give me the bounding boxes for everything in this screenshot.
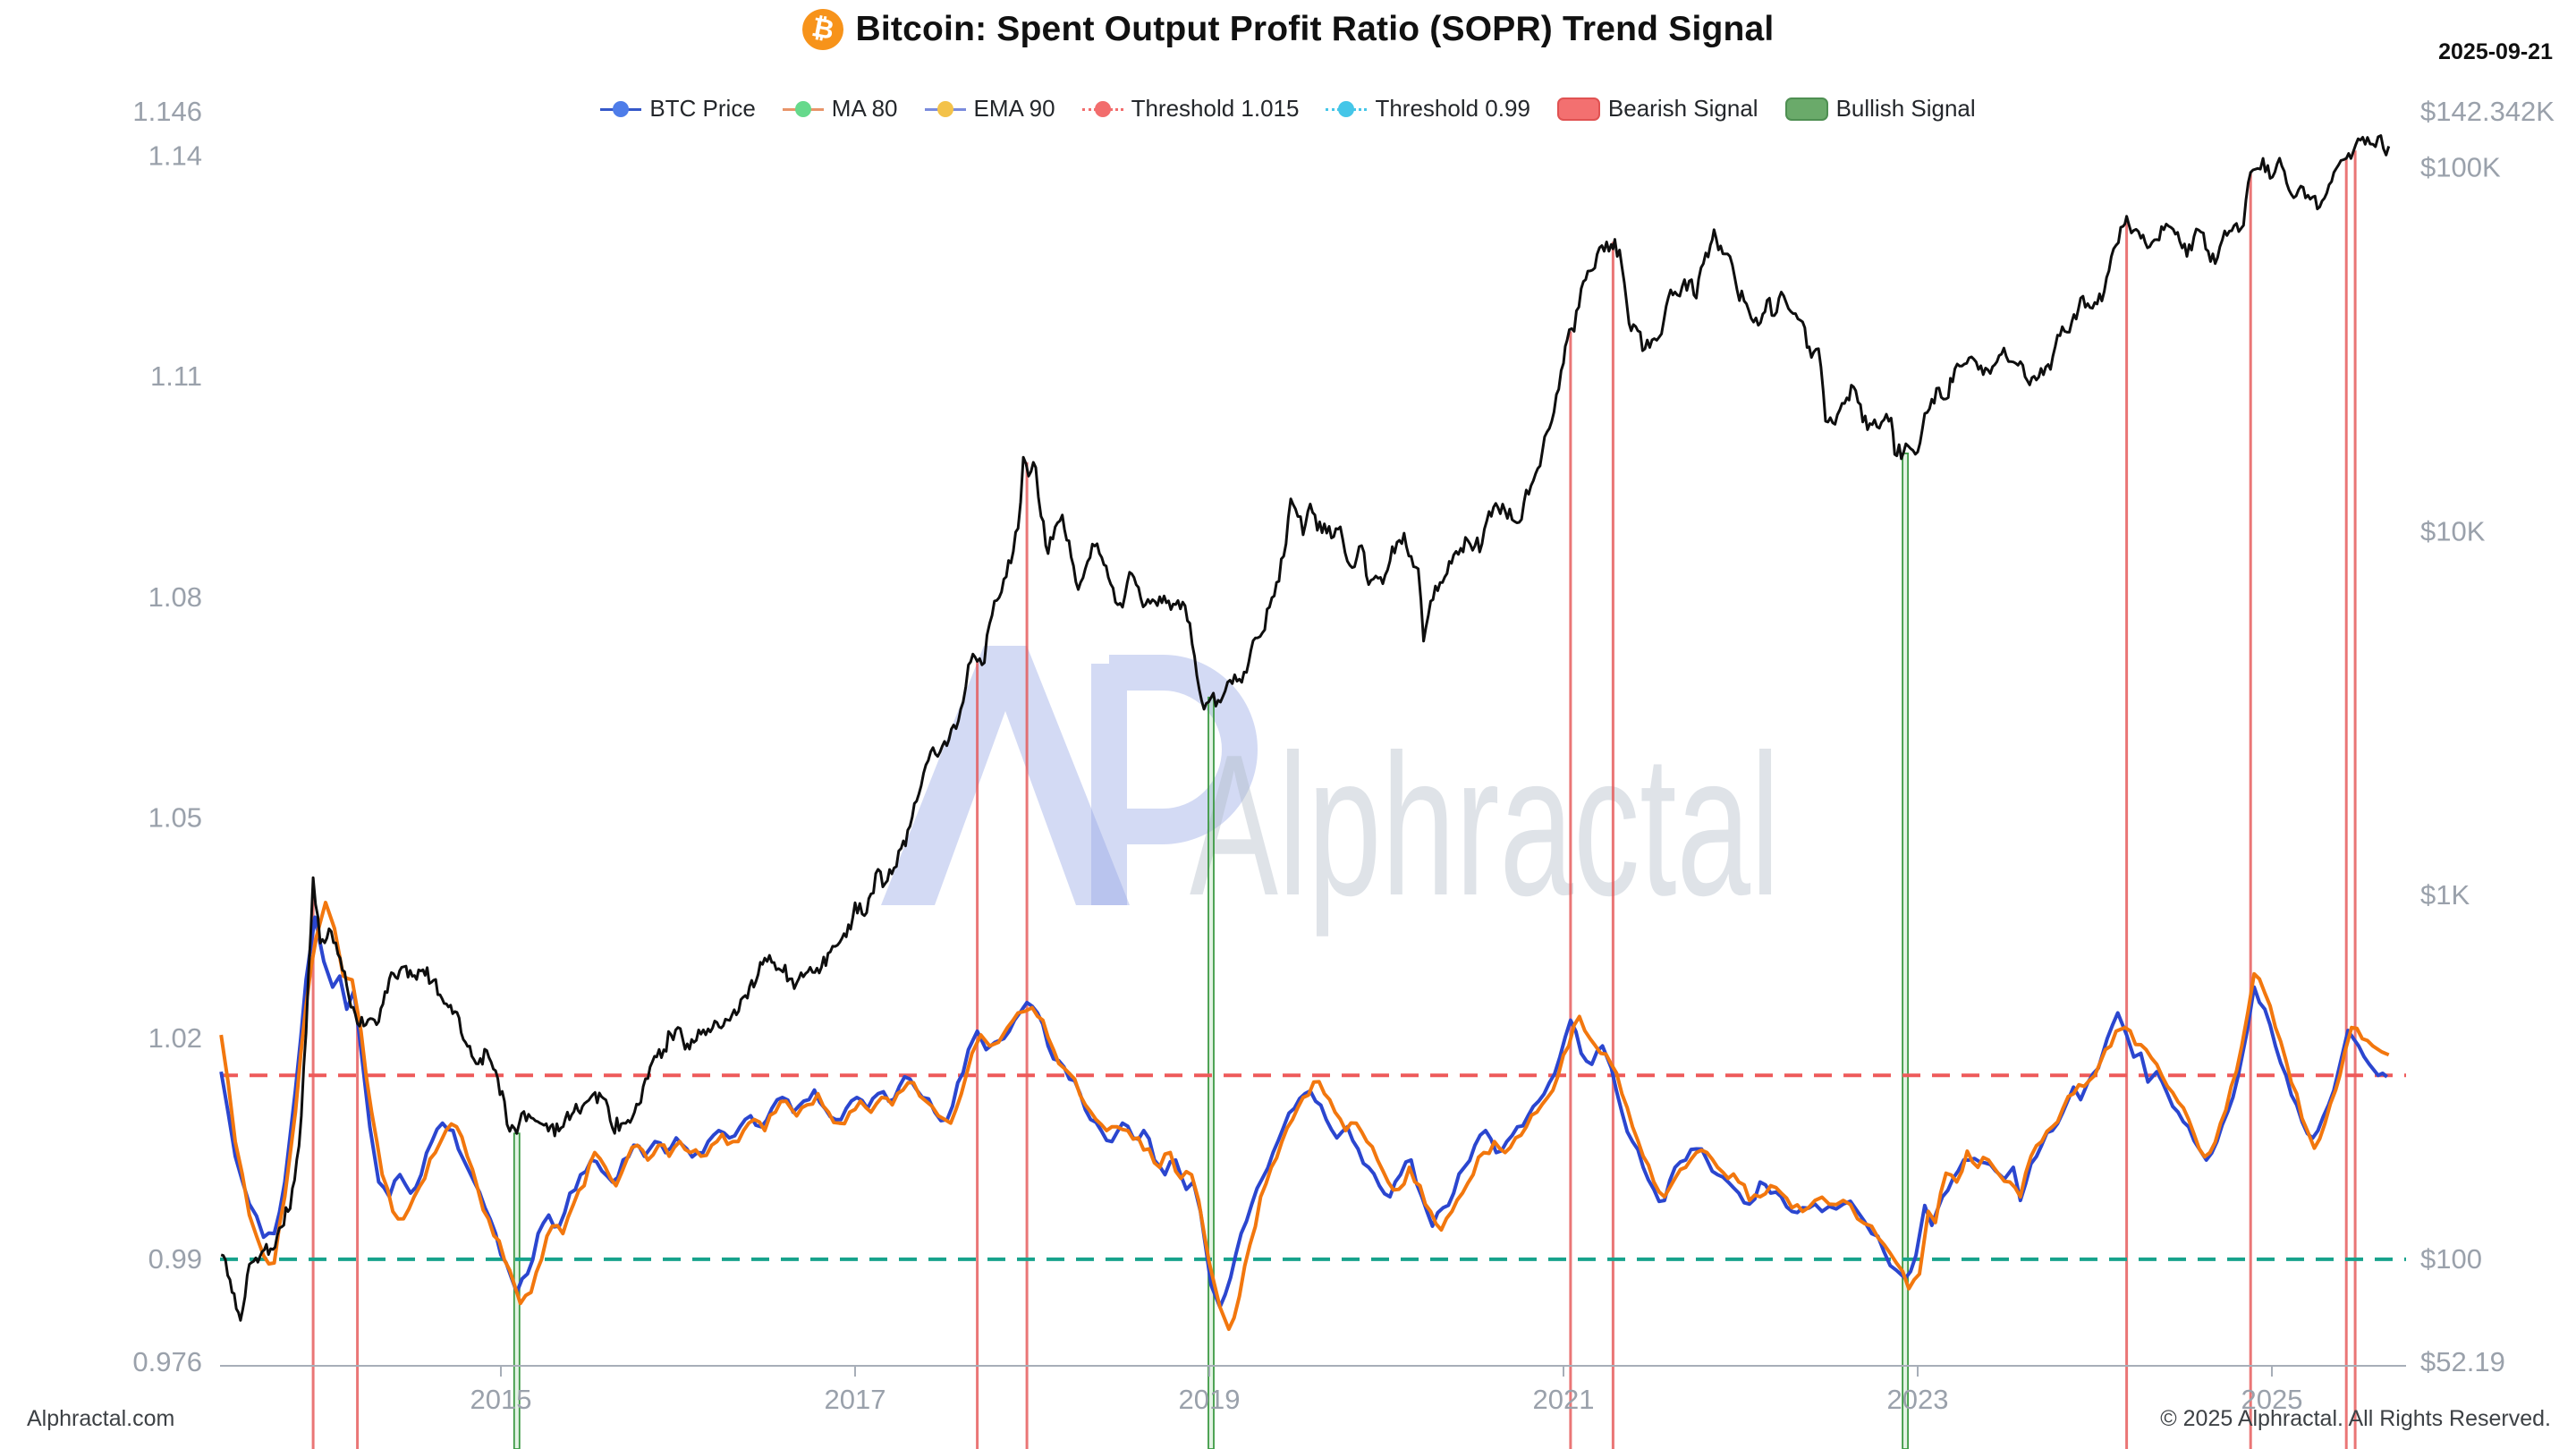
footer-site-link[interactable]: Alphractal.com bbox=[27, 1406, 175, 1431]
y-axis-left-label: 1.02 bbox=[148, 1022, 202, 1054]
y-axis-left-label: 0.976 bbox=[132, 1346, 202, 1377]
x-axis-label: 2023 bbox=[1887, 1384, 1949, 1415]
legend-item-threshold-1015[interactable]: Threshold 1.015 bbox=[1081, 95, 1300, 123]
x-axis-label: 2019 bbox=[1179, 1384, 1241, 1415]
y-axis-left-label: 0.99 bbox=[148, 1243, 202, 1275]
y-axis-right-label: $142.342K bbox=[2420, 96, 2555, 127]
legend-item-ema-90[interactable]: EMA 90 bbox=[924, 95, 1055, 123]
x-axis-label: 2025 bbox=[2241, 1384, 2303, 1415]
legend-item-bullish-signal[interactable]: Bullish Signal bbox=[1784, 95, 1976, 123]
legend-dot-icon bbox=[1094, 100, 1111, 117]
y-axis-right-label: $10K bbox=[2420, 515, 2486, 547]
legend-dot-icon bbox=[794, 100, 811, 117]
legend-item-ma-80[interactable]: MA 80 bbox=[782, 95, 898, 123]
legend-label: Bullish Signal bbox=[1835, 95, 1976, 122]
legend-item-btc-price[interactable]: BTC Price bbox=[600, 95, 756, 123]
btc-price-line[interactable] bbox=[220, 134, 2391, 1322]
y-axis-left-label: 1.146 bbox=[132, 96, 202, 127]
date-stamp: 2025-09-21 bbox=[2438, 39, 2553, 64]
alphractal-logo-watermark-icon bbox=[1091, 655, 1258, 905]
legend-item-threshold-099[interactable]: Threshold 0.99 bbox=[1326, 95, 1530, 123]
legend-dot-icon bbox=[1338, 100, 1355, 117]
legend-item-bearish-signal[interactable]: Bearish Signal bbox=[1556, 95, 1758, 123]
y-axis-left-label: 1.14 bbox=[148, 140, 202, 171]
legend-dot-icon bbox=[936, 100, 953, 117]
footer-copyright: © 2025 Alphractal. All Rights Reserved. bbox=[2160, 1406, 2551, 1431]
legend-label: Threshold 0.99 bbox=[1375, 95, 1530, 122]
legend-marker-threshold-099-icon bbox=[1326, 100, 1368, 118]
ma80-line[interactable] bbox=[219, 915, 2388, 1309]
legend-marker-ma-80-icon bbox=[782, 100, 824, 118]
y-axis-left-label: 1.08 bbox=[148, 581, 202, 613]
legend-label: BTC Price bbox=[649, 95, 756, 122]
y-axis-left-label: 1.05 bbox=[148, 801, 202, 833]
bitcoin-icon: ₿ bbox=[798, 5, 847, 54]
bullish-signal-line[interactable] bbox=[1208, 696, 1215, 1449]
legend-dot-icon bbox=[613, 100, 630, 117]
x-axis-label: 2021 bbox=[1533, 1384, 1595, 1415]
legend-marker-btc-price-icon bbox=[600, 100, 642, 118]
y-axis-right-label: $100 bbox=[2420, 1243, 2482, 1275]
title-bar: ₿ Bitcoin: Spent Output Profit Ratio (SO… bbox=[0, 5, 2576, 54]
legend-label: EMA 90 bbox=[973, 95, 1055, 122]
x-axis-label: 2015 bbox=[470, 1384, 532, 1415]
ema90-line[interactable] bbox=[219, 901, 2390, 1331]
legend-label: MA 80 bbox=[831, 95, 898, 122]
y-axis-right-label: $1K bbox=[2420, 879, 2470, 911]
y-axis-right-label: $100K bbox=[2420, 151, 2501, 182]
page-title: Bitcoin: Spent Output Profit Ratio (SOPR… bbox=[855, 10, 1775, 48]
legend-swatch-bullish-signal-icon bbox=[1784, 97, 1828, 121]
alphractal-logo-watermark-icon bbox=[881, 646, 1130, 905]
legend-label: Bearish Signal bbox=[1607, 95, 1758, 122]
legend-label: Threshold 1.015 bbox=[1131, 95, 1300, 122]
legend-swatch-bearish-signal-icon bbox=[1556, 97, 1600, 121]
y-axis-right-label: $52.19 bbox=[2420, 1346, 2505, 1377]
watermark-text: Alphractal bbox=[1190, 712, 1780, 937]
chart-legend: BTC Price MA 80 EMA 90 Threshold 1.015 Thres… bbox=[0, 95, 2576, 123]
legend-marker-threshold-1015-icon bbox=[1081, 100, 1123, 118]
legend-marker-ema-90-icon bbox=[924, 100, 966, 118]
x-axis-label: 2017 bbox=[825, 1384, 886, 1415]
y-axis-left-label: 1.11 bbox=[150, 360, 202, 392]
bullish-signal-line[interactable] bbox=[1902, 452, 1910, 1449]
